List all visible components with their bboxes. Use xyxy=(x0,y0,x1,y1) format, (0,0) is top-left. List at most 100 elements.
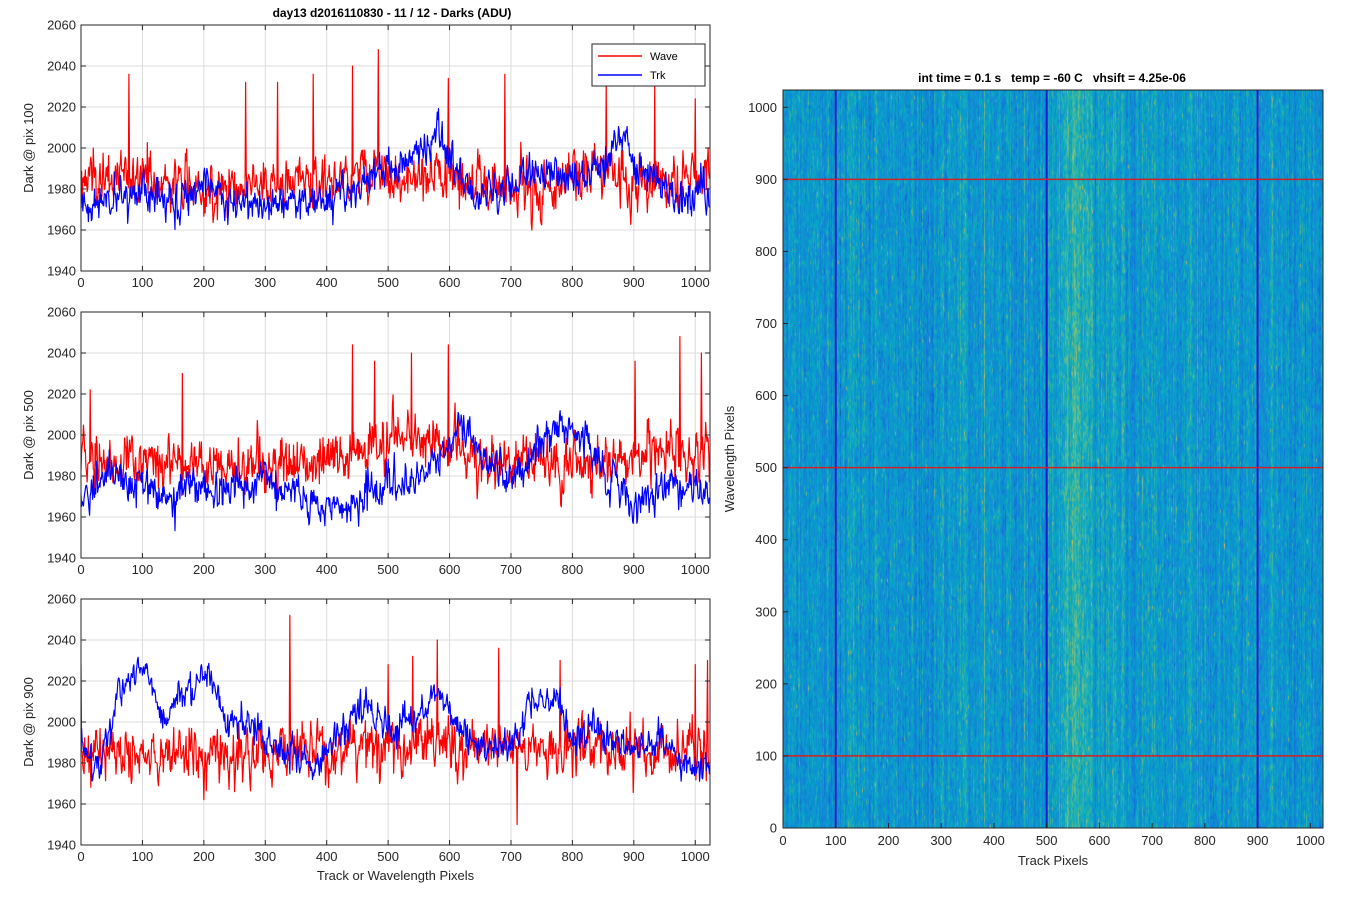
x-tick-label: 200 xyxy=(193,562,215,577)
x-tick-label: 400 xyxy=(983,833,1005,848)
y-axis-label: Dark @ pix 500 xyxy=(21,390,36,480)
x-tick-label: 300 xyxy=(254,275,276,290)
x-tick-label: 200 xyxy=(193,849,215,864)
x-tick-label: 900 xyxy=(623,849,645,864)
y-tick-label: 400 xyxy=(755,532,777,547)
y-tick-label: 2060 xyxy=(47,592,76,607)
series-line-trk xyxy=(81,656,710,782)
x-tick-label: 600 xyxy=(439,849,461,864)
x-tick-label: 800 xyxy=(562,562,584,577)
x-tick-label: 900 xyxy=(623,562,645,577)
x-tick-label: 100 xyxy=(825,833,847,848)
legend-box xyxy=(591,43,706,87)
x-tick-label: 1000 xyxy=(681,275,710,290)
y-tick-label: 2000 xyxy=(47,715,76,730)
y-tick-label: 300 xyxy=(755,604,777,619)
x-tick-label: 100 xyxy=(132,562,154,577)
line-panel-middle: 0 100 200 300 400 500 600 700 800 900 1000 1940 1960… xyxy=(21,305,711,577)
x-tick-label: 700 xyxy=(500,849,522,864)
x-tick-label: 700 xyxy=(500,562,522,577)
y-tick-label: 2040 xyxy=(47,59,76,74)
x-tick-label: 900 xyxy=(623,275,645,290)
y-tick-label: 1940 xyxy=(47,551,76,566)
x-tick-label: 200 xyxy=(193,275,215,290)
x-tick-label: 900 xyxy=(1247,833,1269,848)
x-tick-label: 0 xyxy=(779,833,786,848)
x-tick-label: 500 xyxy=(377,849,399,864)
y-tick-label: 1940 xyxy=(47,264,76,279)
x-tick-label: 1000 xyxy=(681,562,710,577)
y-tick-label: 1940 xyxy=(47,838,76,853)
series-line-trk xyxy=(81,410,710,532)
x-tick-label: 300 xyxy=(254,562,276,577)
y-tick-label: 600 xyxy=(755,388,777,403)
x-tick-label: 800 xyxy=(1194,833,1216,848)
series-line-trk xyxy=(81,108,710,231)
y-tick-label: 2040 xyxy=(47,346,76,361)
x-tick-label: 400 xyxy=(316,849,338,864)
x-tick-label: 600 xyxy=(1089,833,1111,848)
y-tick-label: 2020 xyxy=(47,387,76,402)
y-tick-label: 1000 xyxy=(748,100,777,115)
y-tick-label: 1980 xyxy=(47,182,76,197)
y-tick-label: 500 xyxy=(755,460,777,475)
x-tick-label: 400 xyxy=(316,562,338,577)
x-tick-label: 1000 xyxy=(1296,833,1325,848)
y-tick-label: 800 xyxy=(755,244,777,259)
legend: Wave Trk xyxy=(591,43,706,87)
heatmap-x-axis-label: Track Pixels xyxy=(1018,853,1089,868)
x-tick-label: 200 xyxy=(878,833,900,848)
plot-panels: 0 100 200 300 400 500 600 700 800 900 100019401960… xyxy=(21,18,1325,884)
y-tick-label: 100 xyxy=(755,748,777,763)
x-tick-label: 500 xyxy=(377,275,399,290)
x-tick-label: 0 xyxy=(77,849,84,864)
x-tick-label: 0 xyxy=(77,562,84,577)
y-tick-label: 2000 xyxy=(47,141,76,156)
right-title: int time = 0.1 s temp = -60 C vhsift = 4… xyxy=(918,71,1186,85)
x-tick-label: 500 xyxy=(1036,833,1058,848)
x-tick-label: 100 xyxy=(132,275,154,290)
x-tick-label: 700 xyxy=(1141,833,1163,848)
y-tick-label: 200 xyxy=(755,676,777,691)
heatmap-image xyxy=(783,90,1323,828)
y-tick-label: 2000 xyxy=(47,428,76,443)
heatmap-panel: 0 100 200 300 400 500 600 700 800 900 1000 0 100 200 3… xyxy=(722,89,1325,868)
series-line-wave xyxy=(81,336,710,508)
y-tick-label: 1960 xyxy=(47,223,76,238)
x-tick-label: 100 xyxy=(132,849,154,864)
y-tick-label: 900 xyxy=(755,172,777,187)
x-tick-label: 800 xyxy=(562,275,584,290)
legend-label-trk: Trk xyxy=(650,70,666,82)
x-tick-label: 800 xyxy=(562,849,584,864)
y-tick-label: 700 xyxy=(755,316,777,331)
y-tick-label: 0 xyxy=(770,821,777,836)
y-tick-label: 1960 xyxy=(47,510,76,525)
line-panel-bottom: 0 100 200 300 400 500 600 700 800 900 1000 1940 1960… xyxy=(21,592,711,883)
y-tick-label: 1980 xyxy=(47,469,76,484)
figure-title: day13 d2016110830 - 11 / 12 - Darks (ADU… xyxy=(273,6,512,20)
x-tick-label: 300 xyxy=(930,833,952,848)
x-tick-label: 600 xyxy=(439,562,461,577)
y-tick-label: 2040 xyxy=(47,633,76,648)
x-tick-label: 1000 xyxy=(681,849,710,864)
y-tick-label: 2060 xyxy=(47,18,76,33)
heatmap-axes-box xyxy=(782,89,1324,829)
y-tick-label: 1960 xyxy=(47,797,76,812)
x-tick-label: 400 xyxy=(316,275,338,290)
x-tick-label: 500 xyxy=(377,562,399,577)
y-axis-label: Dark @ pix 100 xyxy=(21,103,36,193)
y-tick-label: 1980 xyxy=(47,756,76,771)
y-tick-label: 2020 xyxy=(47,674,76,689)
y-tick-label: 2060 xyxy=(47,305,76,320)
x-tick-label: 0 xyxy=(77,275,84,290)
y-tick-label: 2020 xyxy=(47,100,76,115)
x-tick-label: 600 xyxy=(439,275,461,290)
x-tick-label: 300 xyxy=(254,849,276,864)
legend-label-wave: Wave xyxy=(650,51,678,63)
heatmap-y-axis-label: Wavelength Pixels xyxy=(722,405,737,512)
x-tick-label: 700 xyxy=(500,275,522,290)
x-axis-label: Track or Wavelength Pixels xyxy=(317,868,475,883)
line-panel-top: 0 100 200 300 400 500 600 700 800 900 1000 1940 1960… xyxy=(21,18,711,290)
y-axis-label: Dark @ pix 900 xyxy=(21,677,36,767)
